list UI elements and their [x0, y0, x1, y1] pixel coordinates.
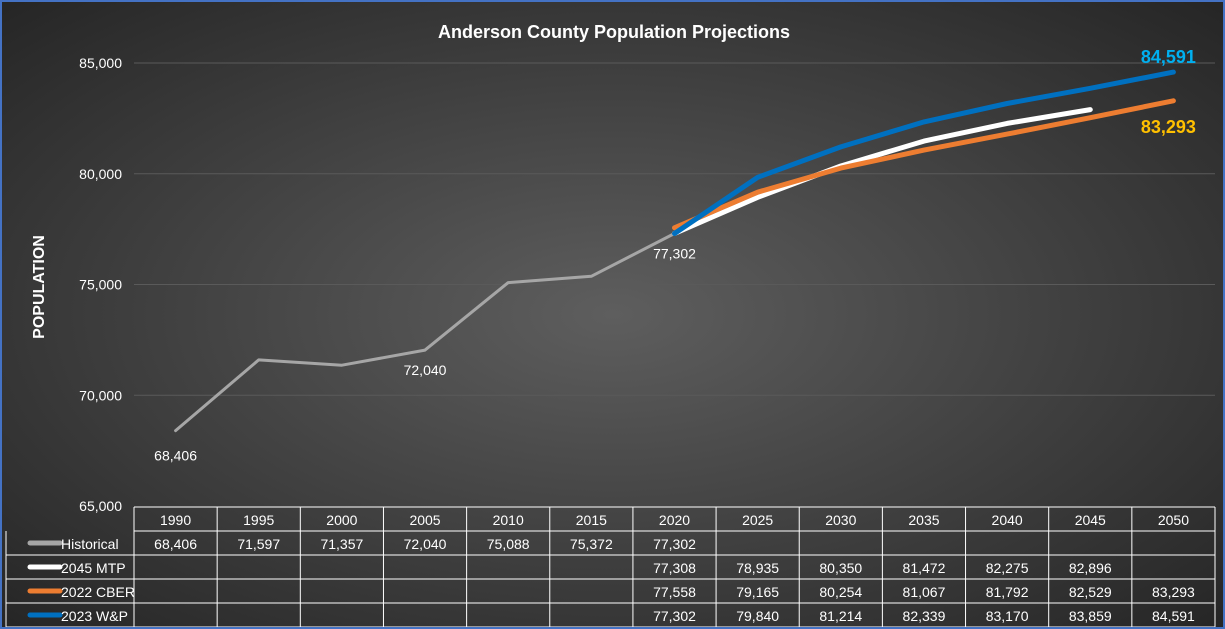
y-tick-label: 75,000	[79, 277, 122, 293]
table-cell: 82,275	[986, 560, 1029, 576]
legend-label: Historical	[61, 536, 119, 552]
series-line-2022-cber	[672, 98, 1176, 231]
table-cell: 80,254	[819, 584, 862, 600]
data-labels: 68,406 72,040 77,302 84,591 83,293	[154, 47, 1196, 463]
table-cell: 82,896	[1069, 560, 1112, 576]
series-line-2045-mtp	[672, 107, 1093, 236]
table-cell: 75,372	[570, 536, 613, 552]
x-tick-label: 2015	[576, 512, 607, 528]
legend-label: 2023 W&P	[61, 608, 128, 624]
data-label: 84,591	[1141, 47, 1196, 67]
table-cell: 71,357	[320, 536, 363, 552]
x-tick-label: 2000	[326, 512, 357, 528]
x-tick-label: 2045	[1075, 512, 1106, 528]
x-tick-label: 2050	[1158, 512, 1189, 528]
table-cell: 83,859	[1069, 608, 1112, 624]
x-tick-label: 2035	[908, 512, 939, 528]
table-cell: 78,935	[736, 560, 779, 576]
y-tick-label: 85,000	[79, 55, 122, 71]
table-cell: 82,339	[903, 608, 946, 624]
y-tick-label: 70,000	[79, 387, 122, 403]
table-cell: 83,170	[986, 608, 1029, 624]
y-tick-label: 80,000	[79, 166, 122, 182]
data-label: 68,406	[154, 448, 197, 464]
table-cell: 71,597	[237, 536, 280, 552]
y-axis-label: POPULATION	[31, 235, 48, 339]
x-tick-label: 2030	[825, 512, 856, 528]
table-cell: 84,591	[1152, 608, 1195, 624]
data-label: 83,293	[1141, 117, 1196, 137]
table-cell: 77,558	[653, 584, 696, 600]
table-cell: 77,302	[653, 536, 696, 552]
y-axis-ticks: 65,000 70,000 75,000 80,000 85,000	[79, 55, 122, 514]
x-tick-label: 2040	[992, 512, 1023, 528]
data-table: 1990 1995 2000 2005 2010 2015 2020 2025 2030 2035…	[5, 506, 1216, 627]
series-lines	[174, 69, 1176, 433]
table-cell: 81,067	[903, 584, 946, 600]
table-cell: 83,293	[1152, 584, 1195, 600]
y-tick-label: 65,000	[79, 498, 122, 514]
table-cell: 72,040	[404, 536, 447, 552]
table-cell: 81,792	[986, 584, 1029, 600]
data-label: 72,040	[404, 362, 447, 378]
data-label: 77,302	[653, 246, 696, 262]
table-cell: 77,302	[653, 608, 696, 624]
table-cell: 75,088	[487, 536, 530, 552]
table-cell: 80,350	[819, 560, 862, 576]
x-tick-label: 1995	[243, 512, 274, 528]
x-tick-label: 2010	[493, 512, 524, 528]
x-tick-label: 2005	[409, 512, 440, 528]
table-cell: 79,840	[736, 608, 779, 624]
chart-title: Anderson County Population Projections	[438, 22, 790, 42]
table-cell: 77,308	[653, 560, 696, 576]
x-tick-label: 1990	[160, 512, 191, 528]
table-cell: 68,406	[154, 536, 197, 552]
legend-label: 2045 MTP	[61, 560, 126, 576]
x-tick-label: 2025	[742, 512, 773, 528]
series-line-historical	[174, 232, 676, 433]
table-cell: 81,472	[903, 560, 946, 576]
table-cell: 79,165	[736, 584, 779, 600]
table-cell: 81,214	[819, 608, 862, 624]
table-cell: 82,529	[1069, 584, 1112, 600]
series-line-2023-w-p	[672, 69, 1176, 236]
legend-label: 2022 CBER	[61, 584, 135, 600]
grid-lines	[134, 62, 1215, 396]
x-tick-label: 2020	[659, 512, 690, 528]
